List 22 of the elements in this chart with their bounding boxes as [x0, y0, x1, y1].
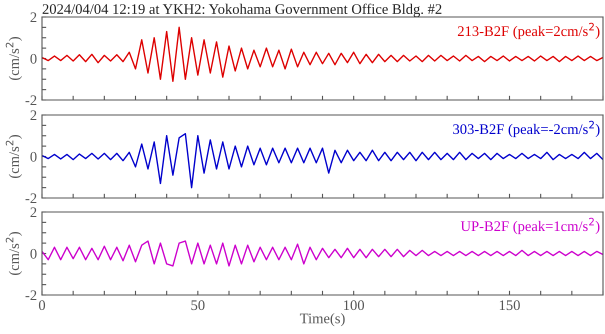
y-axis-title: (cm/s$^{2}$): [6, 232, 22, 276]
y-axis-title: (cm/s$^{2}$): [6, 37, 22, 80]
chart-title: 2024/04/04 12:19 at YKH2: Yokohama Government Office Bldg. #2: [42, 4, 442, 17]
y-tick-label: 0: [30, 152, 37, 162]
y-tick-label: 2: [30, 110, 36, 120]
y-axis-title: (cm/s$^{2}$): [6, 135, 22, 178]
line-series: [42, 240, 603, 267]
y-tick-label: 0: [30, 54, 37, 64]
y-tick-label: -2: [26, 290, 36, 300]
y-tick-label: 0: [30, 248, 37, 259]
x-tick-label: 50: [191, 300, 205, 310]
x-tick-label: 0: [38, 300, 46, 310]
x-axis-title: Time(s): [300, 313, 345, 326]
x-tick-label: 100: [344, 300, 364, 310]
series-label: 213-B2F (peak=2cm/s$^{2}$): [458, 22, 600, 40]
y-tick-label: -2: [26, 95, 36, 106]
series-label: 303-B2F (peak=-2cm/s$^{2}$): [453, 120, 600, 138]
y-tick-label: 2: [30, 12, 36, 22]
x-tick-label: 150: [500, 300, 520, 310]
series-label: UP-B2F (peak=1cm/s$^{2}$): [460, 218, 600, 234]
y-tick-label: 2: [30, 207, 36, 218]
y-tick-label: -2: [26, 193, 36, 204]
